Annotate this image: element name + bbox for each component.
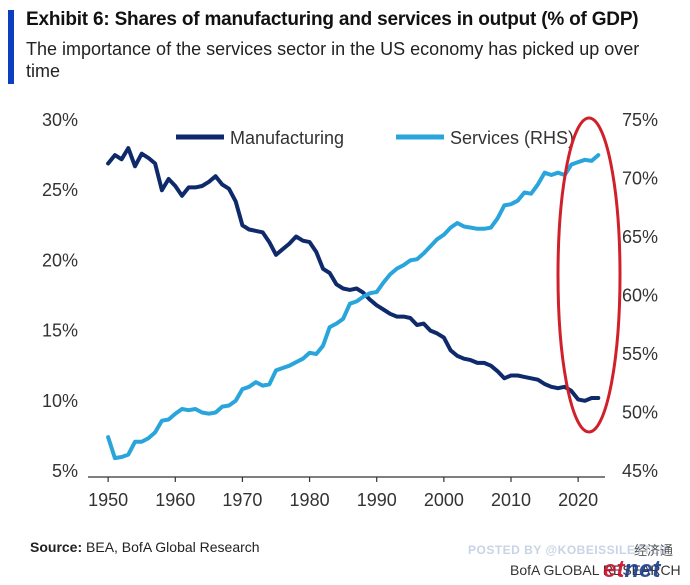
right-axis-tick-label: 60% [622, 286, 658, 306]
left-axis-tick-label: 20% [42, 250, 78, 270]
etnet-logo-et: et [603, 556, 625, 583]
right-axis-tick-label: 55% [622, 344, 658, 364]
legend-label-services: Services (RHS) [450, 128, 574, 148]
etnet-logo: etnet [603, 556, 660, 584]
x-axis-tick-label: 2020 [558, 490, 598, 510]
source-text: BEA, BofA Global Research [86, 539, 260, 555]
x-axis-tick-label: 2010 [491, 490, 531, 510]
highlight-ellipse-annotation [556, 116, 622, 434]
title-accent-bar [8, 10, 14, 84]
etnet-chinese-watermark: 经济通 [634, 543, 674, 558]
right-axis-tick-label: 70% [622, 169, 658, 189]
source-label: Source: [30, 539, 83, 555]
x-axis-tick-label: 1980 [290, 490, 330, 510]
posted-by-watermark: POSTED BY @KOBEISSILETTER [468, 543, 669, 557]
services-series-line [106, 153, 601, 461]
right-axis-tick-label: 65% [622, 227, 658, 247]
x-axis-tick-label: 1960 [155, 490, 195, 510]
x-axis-tick-label: 1970 [222, 490, 262, 510]
left-axis-tick-label: 25% [42, 180, 78, 200]
right-axis-tick-label: 45% [622, 461, 658, 481]
left-axis-tick-label: 10% [42, 391, 78, 411]
x-axis-tick-label: 1950 [88, 490, 128, 510]
right-axis-tick-label: 75% [622, 110, 658, 130]
left-axis-tick-label: 30% [42, 110, 78, 130]
etnet-logo-net: net [624, 556, 661, 583]
x-axis-tick-label: 1990 [357, 490, 397, 510]
chart-subtitle: The importance of the services sector in… [26, 39, 640, 81]
right-axis-tick-label: 50% [622, 403, 658, 423]
left-axis-tick-label: 15% [42, 321, 78, 341]
bofa-research-label: BofA GLOBAL RESEARCH [510, 562, 681, 578]
source-note: Source: BEA, BofA Global Research [30, 539, 260, 555]
x-axis-tick-label: 2000 [424, 490, 464, 510]
legend-label-manufacturing: Manufacturing [230, 128, 344, 148]
chart-title: Exhibit 6: Shares of manufacturing and s… [26, 9, 639, 30]
manufacturing-series-line [106, 146, 601, 403]
chart: 5% 10% 15% 20% 25% 30% 45% 50% 55% 60% 65% 70% 75% 19… [42, 110, 658, 510]
left-axis-tick-label: 5% [52, 461, 78, 481]
